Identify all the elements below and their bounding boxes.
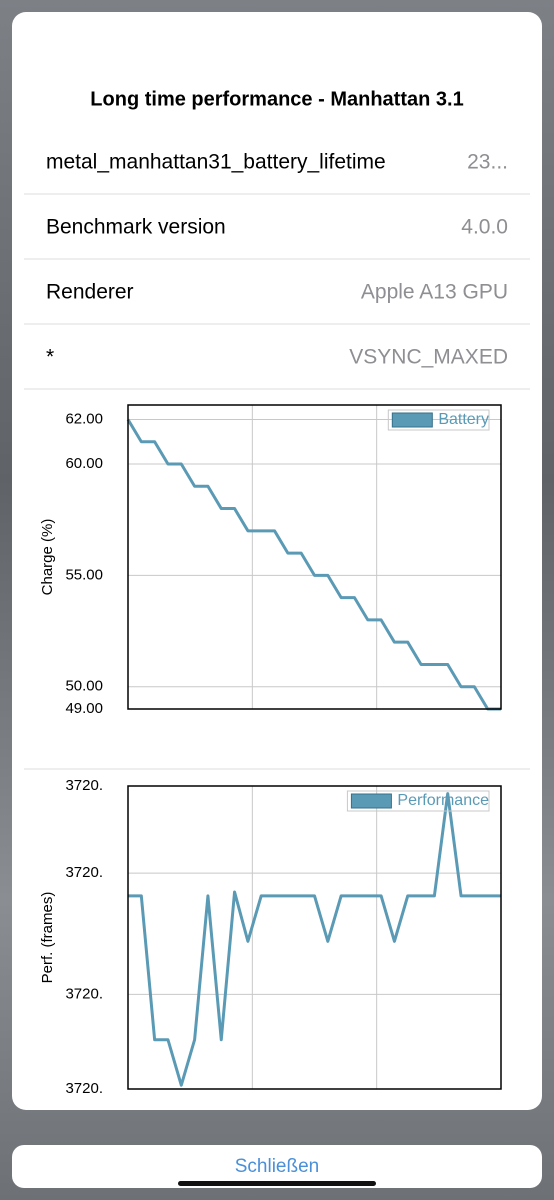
row-value: 4.0.0 (461, 216, 508, 239)
y-tick-label: 50.00 (65, 678, 103, 695)
row-value: VSYNC_MAXED (349, 346, 508, 369)
dialog-card (12, 12, 542, 1110)
dialog-title: Long time performance - Manhattan 3.1 (90, 88, 463, 110)
row-label: Renderer (46, 281, 134, 304)
legend-swatch (391, 412, 433, 428)
y-tick-label: 60.00 (65, 455, 103, 472)
legend-box (346, 790, 490, 812)
legend-label: Battery (438, 411, 489, 428)
y-tick-label: 3720. (65, 985, 103, 1002)
legend-box (387, 409, 490, 431)
y-axis-label: Perf. (frames) (39, 892, 56, 984)
row-label: Benchmark version (46, 216, 226, 239)
legend-swatch (350, 793, 392, 809)
y-tick-label: 49.00 (65, 700, 103, 717)
plot-frame (127, 404, 502, 710)
y-tick-label: 3720. (65, 1080, 103, 1097)
line-series (126, 418, 501, 711)
row-value: 23... (467, 151, 508, 174)
row-label: metal_manhattan31_battery_lifetime (46, 151, 386, 174)
y-tick-label: 3720. (65, 864, 103, 881)
row-value: Apple A13 GPU (361, 281, 508, 304)
y-axis-label: Charge (%) (39, 519, 56, 596)
close-button[interactable] (12, 1145, 542, 1188)
close-button-label[interactable]: Schließen (235, 1156, 320, 1177)
row-label: * (46, 346, 54, 369)
legend-label: Performance (397, 792, 489, 809)
y-tick-label: 62.00 (65, 410, 103, 427)
home-indicator (178, 1181, 376, 1186)
line-series (128, 792, 501, 1087)
y-tick-label: 55.00 (65, 566, 103, 583)
y-tick-label: 3720. (65, 777, 103, 794)
plot-frame (127, 785, 502, 1090)
